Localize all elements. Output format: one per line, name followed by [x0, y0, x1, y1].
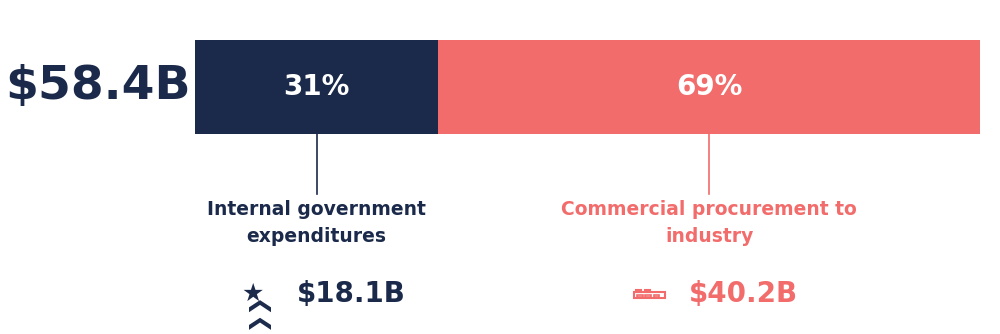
Bar: [637, 295, 643, 297]
Text: ❮❮: ❮❮: [245, 299, 267, 334]
Bar: [654, 295, 659, 297]
Text: Internal government
expenditures: Internal government expenditures: [207, 200, 426, 246]
Bar: [645, 295, 651, 297]
Text: $58.4B: $58.4B: [5, 64, 191, 109]
Bar: [195, 40, 438, 134]
Bar: [438, 40, 980, 134]
Text: $18.1B: $18.1B: [297, 280, 406, 308]
Text: Commercial procurement to
industry: Commercial procurement to industry: [561, 200, 857, 246]
Bar: [645, 290, 650, 293]
Text: $40.2B: $40.2B: [689, 280, 798, 308]
Text: ★: ★: [242, 282, 264, 306]
Text: 31%: 31%: [283, 73, 350, 101]
Bar: [634, 293, 665, 298]
Text: 69%: 69%: [676, 73, 742, 101]
Bar: [636, 290, 641, 293]
